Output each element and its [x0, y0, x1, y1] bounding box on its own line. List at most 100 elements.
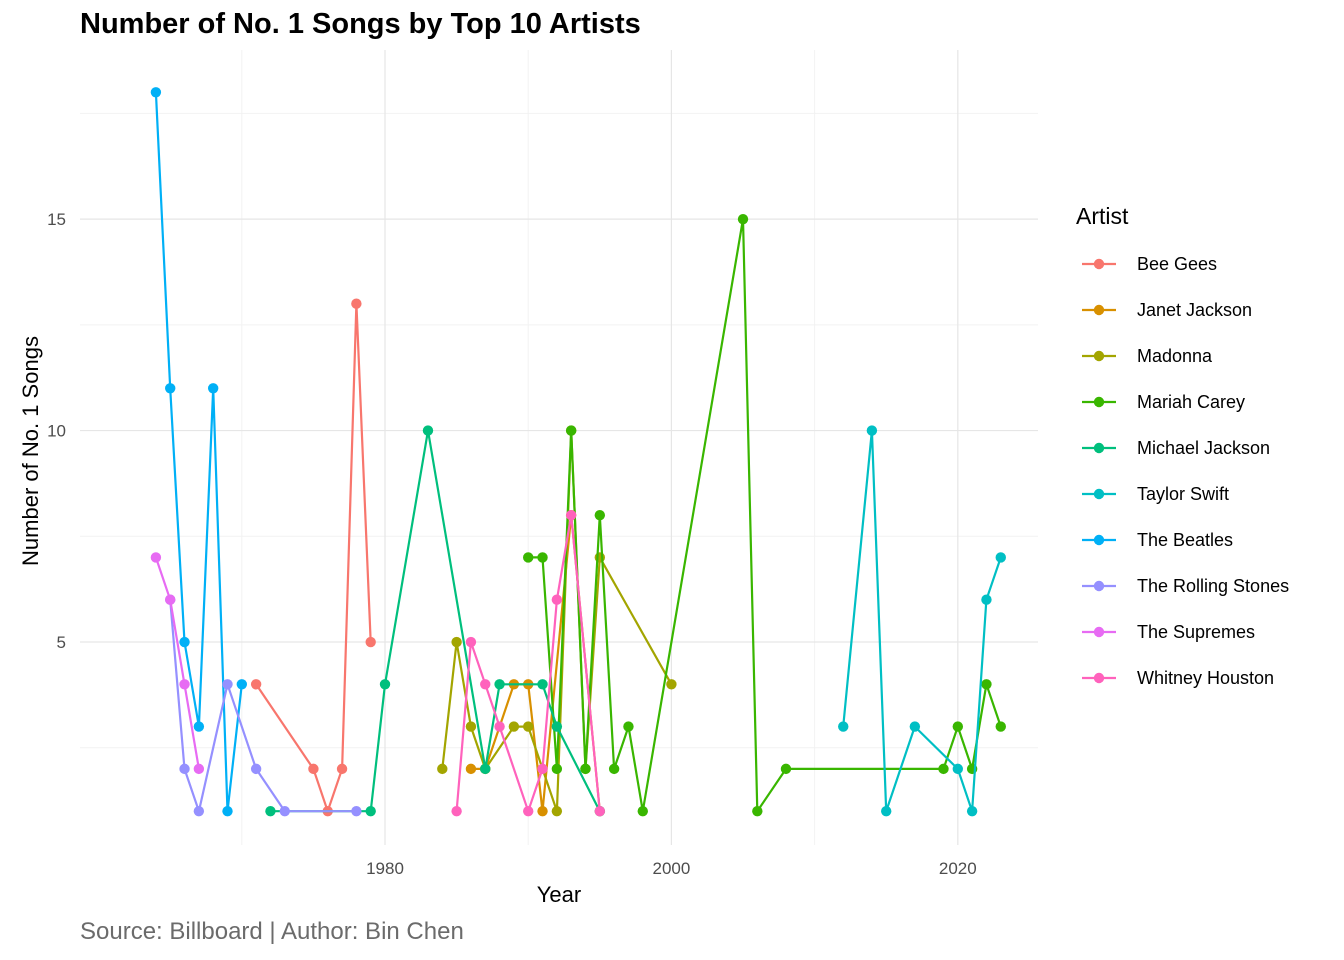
data-point	[150, 87, 162, 98]
legend-item: Whitney Houston	[1082, 668, 1274, 688]
legend-key-point	[1093, 442, 1105, 454]
legend-key-point	[1093, 304, 1105, 316]
data-point	[981, 679, 992, 690]
data-point	[150, 552, 162, 563]
x-tick-label: 2020	[939, 859, 977, 878]
series-line	[154, 92, 243, 813]
data-point	[365, 636, 376, 648]
legend-item: Michael Jackson	[1082, 438, 1270, 458]
data-point	[279, 805, 290, 817]
y-axis-title: Number of No. 1 Songs	[18, 336, 43, 566]
data-point	[881, 805, 892, 817]
data-point	[523, 805, 534, 817]
data-point	[909, 721, 921, 732]
legend-key-point	[1093, 350, 1105, 362]
data-point	[866, 425, 878, 436]
data-point	[838, 721, 849, 732]
data-point	[966, 805, 978, 817]
x-axis-ticks: 1980 2000 2020	[366, 859, 977, 878]
data-point	[179, 636, 190, 648]
data-point	[422, 425, 434, 436]
legend-key-point	[1093, 258, 1105, 270]
legend-item: Taylor Swift	[1082, 484, 1229, 504]
data-point	[179, 763, 190, 775]
legend-key-point	[1093, 396, 1105, 408]
data-point	[537, 552, 548, 563]
data-point	[308, 763, 319, 775]
data-point	[494, 679, 505, 690]
data-point	[537, 763, 548, 775]
data-point	[465, 721, 477, 732]
series-bee-gees	[250, 298, 376, 817]
x-tick-label: 1980	[366, 859, 404, 878]
series-line	[270, 429, 601, 813]
data-point	[480, 679, 491, 690]
data-point	[508, 721, 520, 732]
data-point	[250, 679, 262, 690]
data-point	[523, 552, 534, 563]
data-point	[551, 763, 563, 775]
data-point	[537, 679, 548, 690]
series-line	[154, 557, 200, 770]
legend-label: Michael Jackson	[1137, 438, 1270, 458]
data-point	[207, 383, 219, 394]
chart-title: Number of No. 1 Songs by Top 10 Artists	[80, 8, 641, 40]
series-taylor-swift	[838, 425, 1006, 817]
legend-label: The Rolling Stones	[1137, 576, 1289, 596]
series-mariah-carey	[523, 213, 1006, 817]
data-point	[379, 679, 391, 690]
data-point	[222, 679, 233, 690]
legend-label: Taylor Swift	[1137, 484, 1229, 504]
legend-label: Mariah Carey	[1137, 392, 1245, 412]
data-point	[737, 213, 749, 225]
legend-item: The Rolling Stones	[1082, 576, 1289, 596]
legend: Artist Bee Gees Janet Jackson Madonna Maria…	[1076, 203, 1289, 688]
data-point	[938, 763, 949, 775]
data-point	[551, 594, 563, 605]
legend-item: Janet Jackson	[1082, 300, 1252, 320]
data-point	[336, 763, 348, 775]
data-point	[480, 763, 491, 775]
legend-key-point	[1093, 580, 1105, 592]
data-point	[551, 805, 563, 817]
data-point	[981, 594, 992, 605]
data-point	[623, 721, 634, 732]
legend-item: Madonna	[1082, 346, 1213, 366]
data-point	[437, 763, 448, 775]
data-point	[952, 763, 964, 775]
data-point	[551, 721, 563, 732]
legend-items: Bee Gees Janet Jackson Madonna Mariah Carey…	[1082, 254, 1289, 688]
data-point	[995, 721, 1006, 732]
data-point	[780, 763, 792, 775]
series-line	[255, 302, 372, 813]
legend-label: Janet Jackson	[1137, 300, 1252, 320]
legend-label: The Supremes	[1137, 622, 1255, 642]
series-line	[842, 429, 1002, 813]
legend-item: The Beatles	[1082, 530, 1233, 550]
legend-item: Mariah Carey	[1082, 392, 1245, 412]
legend-key-point	[1093, 626, 1105, 638]
data-point	[351, 805, 362, 817]
data-point	[494, 721, 505, 732]
data-point	[995, 552, 1006, 563]
legend-item: Bee Gees	[1082, 254, 1217, 274]
data-point	[565, 509, 577, 521]
series-the-supremes	[150, 552, 205, 775]
y-tick-label: 10	[47, 422, 66, 441]
data-point	[594, 805, 606, 817]
data-point	[165, 383, 176, 394]
data-point	[666, 679, 677, 690]
data-point	[451, 805, 462, 817]
y-axis-ticks: 5 10 15	[47, 210, 66, 652]
data-point	[565, 425, 577, 436]
data-point	[365, 805, 376, 817]
data-point	[952, 721, 964, 732]
y-tick-label: 15	[47, 210, 66, 229]
data-point	[594, 509, 606, 521]
series-the-beatles	[150, 87, 248, 817]
data-point	[637, 805, 648, 817]
data-point	[165, 594, 176, 605]
legend-label: Madonna	[1137, 346, 1213, 366]
data-point	[351, 298, 362, 309]
